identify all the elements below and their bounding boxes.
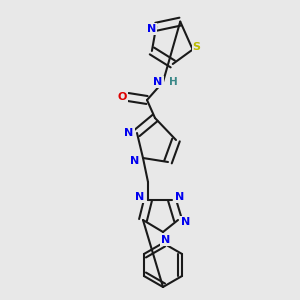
Text: H: H xyxy=(169,77,177,87)
Text: O: O xyxy=(117,92,127,102)
Text: N: N xyxy=(135,192,145,202)
Text: N: N xyxy=(176,192,184,202)
Text: N: N xyxy=(153,77,163,87)
Text: N: N xyxy=(146,24,156,34)
Text: N: N xyxy=(161,235,171,245)
Text: N: N xyxy=(130,156,140,166)
Text: N: N xyxy=(124,128,134,138)
Text: S: S xyxy=(193,41,201,52)
Text: N: N xyxy=(182,217,190,227)
